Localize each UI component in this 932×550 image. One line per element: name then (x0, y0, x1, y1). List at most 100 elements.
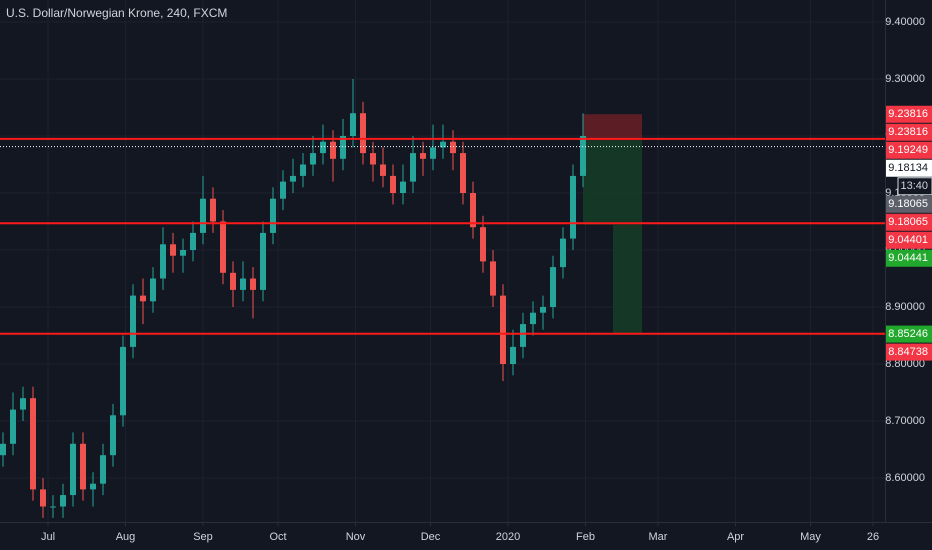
x-tick-label: 2020 (496, 531, 520, 543)
chart-title: U.S. Dollar/Norwegian Krone, 240, FXCM (6, 6, 227, 20)
candle-body (560, 238, 566, 268)
candle-body (320, 141, 326, 154)
x-tick-label: Feb (576, 531, 595, 543)
countdown: 13:40 (900, 180, 928, 192)
candle-body (330, 141, 336, 159)
candle-body (460, 153, 466, 193)
price-label: 9.23816 (888, 108, 928, 120)
candle-body (70, 443, 76, 496)
candle-body (220, 221, 226, 273)
y-tick-label: 8.90000 (885, 301, 925, 313)
price-label-box (886, 213, 932, 231)
candle-body (200, 198, 206, 233)
candle-body (530, 312, 536, 325)
price-label-box (886, 231, 932, 249)
candle-body (360, 113, 366, 154)
candle-body (210, 198, 216, 222)
price-label: 8.84738 (888, 346, 928, 358)
price-label: 9.18065 (888, 198, 928, 210)
candle-body (280, 181, 286, 199)
x-tick-label: Apr (727, 531, 744, 543)
candle-body (50, 506, 56, 508)
candle-body (250, 278, 256, 290)
candle-body (580, 136, 586, 176)
candle-body (410, 153, 416, 182)
x-tick-label: Aug (116, 531, 136, 543)
x-tick-label: Sep (193, 531, 213, 543)
candle-body (340, 136, 346, 159)
candle-body (230, 272, 236, 290)
price-label: 9.18065 (888, 216, 928, 228)
x-tick-label: Dec (421, 531, 441, 543)
candle-body (570, 175, 576, 239)
candle-body (60, 495, 66, 507)
candle-body (390, 175, 396, 193)
candle-body (160, 244, 166, 279)
price-label-box (886, 325, 932, 343)
x-tick-label: Oct (269, 531, 286, 543)
price-label: 9.23816 (888, 126, 928, 138)
candle-body (510, 346, 516, 364)
candle-body (470, 192, 476, 228)
candle-body (180, 249, 186, 256)
candle-body (190, 232, 196, 250)
position-zone (583, 114, 642, 141)
candle-body (30, 398, 36, 490)
price-label: 9.19249 (888, 144, 928, 156)
candle-body (290, 175, 296, 182)
candle-body (170, 244, 176, 256)
candle-body (310, 153, 316, 165)
position-zone (613, 224, 642, 335)
candle-body (370, 153, 376, 165)
y-tick-label: 9.30000 (885, 73, 925, 85)
price-label-box (886, 249, 932, 267)
candle-body (20, 398, 26, 410)
countdown-box (897, 177, 932, 196)
candle-body (100, 455, 106, 484)
candle-body (400, 181, 406, 193)
candle-body (140, 295, 146, 302)
y-tick-label: 8.60000 (885, 472, 925, 484)
price-label-box (886, 141, 932, 159)
plot-area (0, 0, 885, 522)
price-label: 9.04441 (888, 252, 928, 264)
x-tick-label: May (800, 531, 821, 543)
candle-body (90, 483, 96, 490)
candle-body (440, 141, 446, 148)
x-tick-label: 26 (867, 531, 879, 543)
candle-body (430, 147, 436, 159)
candle-body (480, 227, 486, 262)
candle-body (10, 409, 16, 444)
candle-body (120, 346, 126, 416)
candle-body (300, 164, 306, 176)
candle-body (130, 295, 136, 347)
price-label-box (886, 343, 932, 361)
price-label: 8.85246 (888, 328, 928, 340)
price-label-box (886, 123, 932, 141)
y-tick-label: 9.40000 (885, 16, 925, 28)
candle-body (350, 113, 356, 137)
candle-body (540, 306, 546, 313)
y-tick-label: 8.80000 (885, 358, 925, 370)
candle-body (110, 415, 116, 456)
candle-body (420, 153, 426, 159)
x-tick-label: Mar (649, 531, 668, 543)
x-tick-label: Jul (41, 531, 55, 543)
y-tick-label: 8.70000 (885, 415, 925, 427)
candle-body (380, 164, 386, 176)
position-zone (583, 140, 642, 225)
candle-body (500, 295, 506, 364)
price-label: 9.04401 (888, 234, 928, 246)
x-tick-label: Nov (346, 531, 366, 543)
candle-body (150, 278, 156, 302)
price-label-box (886, 159, 932, 177)
candle-body (520, 324, 526, 347)
candle-body (490, 261, 496, 296)
candle-body (40, 489, 46, 507)
price-label-box (886, 105, 932, 123)
candle-body (550, 267, 556, 307)
candle-body (240, 278, 246, 290)
